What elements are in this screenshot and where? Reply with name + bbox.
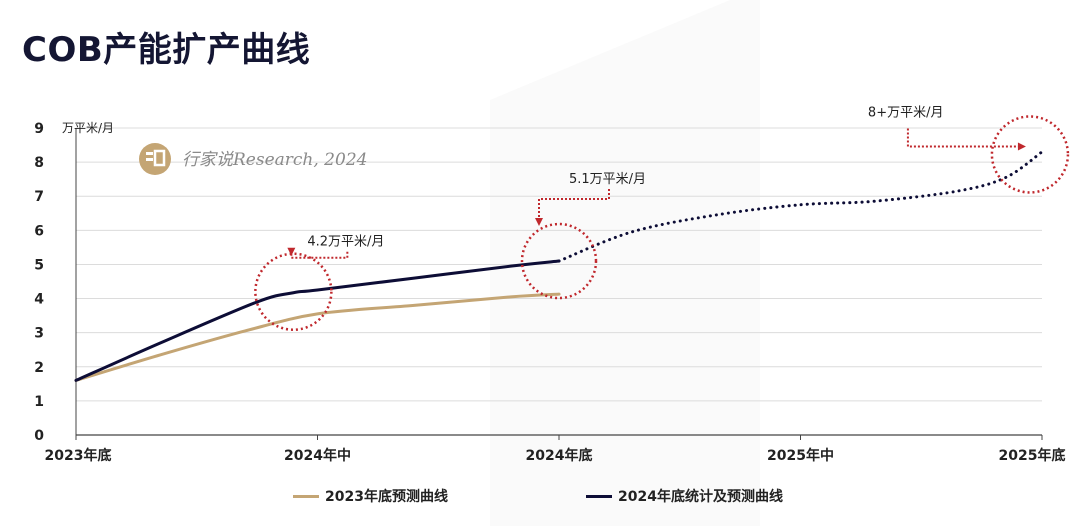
grid-lines: [76, 127, 1042, 402]
annotation-arrowhead-3: [1017, 142, 1026, 151]
legend-swatch-series-2: [586, 494, 612, 498]
y-tick-label-3: 3: [34, 326, 44, 342]
axes: 0 1 2 3 4 5 6 7 8 9 2023年底 2024年中 2024年底 2025年中 2025年底: [34, 121, 1065, 464]
series: [74, 150, 1044, 382]
page-title: COB产能扩产曲线: [22, 30, 311, 70]
legend-swatch-series-1: [293, 494, 319, 498]
highlight-circle-2: [520, 222, 598, 300]
y-tick-label-2: 2: [34, 360, 44, 376]
x-tick-label-3: 2025年中: [767, 447, 834, 464]
y-tick-label-1: 1: [34, 394, 44, 410]
watermark: 行家说Research, 2024: [139, 143, 367, 175]
annotation-arrowhead-1: [287, 247, 296, 256]
annotations: 4.2万平米/月 5.1万平米/月 8+万平米/月: [287, 105, 1026, 259]
series-line-1: [74, 292, 561, 382]
y-tick-label-0: 0: [34, 428, 44, 444]
y-tick-label-8: 8: [34, 155, 44, 171]
annotation-label-2: 5.1万平米/月: [569, 172, 646, 187]
series-line-2: [74, 259, 561, 382]
y-tick-label-5: 5: [34, 257, 44, 273]
legend-label-series-2: 2024年底统计及预测曲线: [618, 489, 783, 505]
annotation-label-3: 8+万平米/月: [868, 105, 944, 120]
y-tick-label-4: 4: [34, 292, 44, 308]
watermark-text: 行家说Research, 2024: [182, 150, 367, 170]
highlight-circle-1: [254, 252, 333, 331]
series-line-3: [557, 150, 1044, 263]
annotation-arrowhead-2: [535, 218, 543, 227]
x-tick-label-4: 2025年底: [999, 447, 1066, 464]
legend-item-series-2: 2024年底统计及预测曲线: [586, 486, 783, 506]
x-tick-label-0: 2023年底: [45, 447, 112, 464]
y-axis-unit-label: 万平米/月: [62, 121, 114, 135]
y-tick-label-9: 9: [34, 121, 44, 137]
annotation-arrow-1: [290, 249, 349, 259]
annotation-label-1: 4.2万平米/月: [307, 235, 384, 250]
x-tick-label-2: 2024年底: [526, 447, 593, 464]
x-tick-label-1: 2024年中: [284, 447, 351, 464]
legend-item-series-1: 2023年底预测曲线: [293, 486, 448, 506]
annotation-arrow-2: [538, 189, 610, 221]
highlight-circle-3: [990, 115, 1070, 194]
y-tick-label-7: 7: [34, 189, 44, 205]
y-tick-label-6: 6: [34, 223, 44, 239]
highlights: [254, 115, 1070, 331]
annotation-arrow-3: [906, 128, 1024, 148]
legend-label-series-1: 2023年底预测曲线: [325, 489, 448, 505]
